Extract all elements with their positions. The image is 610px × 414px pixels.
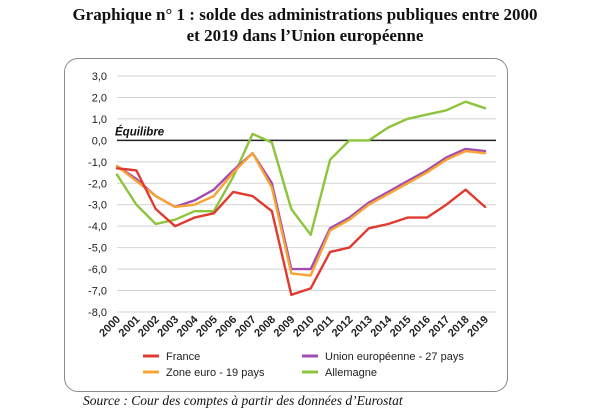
y-tick-label: 0,0 xyxy=(92,135,107,147)
series-line-1 xyxy=(115,147,487,271)
x-tick-label: 2017 xyxy=(427,314,453,340)
x-tick-label: 2006 xyxy=(214,314,240,340)
x-tick-label: 2019 xyxy=(465,314,491,340)
y-tick-label: -6,0 xyxy=(88,264,107,276)
series-lines xyxy=(115,100,487,296)
y-tick-label: -1,0 xyxy=(88,157,107,169)
balance-annotation: Équilibre xyxy=(115,125,165,138)
y-tick-label: -3,0 xyxy=(88,200,107,212)
y-tick-label: 1,0 xyxy=(92,114,107,126)
y-axis-ticks: 3,0 2,0 1,0 0,0 -1,0 -2,0 -3,0 -4,0 -5,0 -6,0 -7,0… xyxy=(88,71,107,319)
x-tick-label: 2010 xyxy=(291,314,317,340)
series-line-0 xyxy=(115,167,487,296)
y-tick-label: -5,0 xyxy=(88,243,107,255)
x-tick-label: 2007 xyxy=(233,314,259,340)
x-tick-label: 2003 xyxy=(155,314,181,340)
legend: France Union européenne - 27 pays Zone eur… xyxy=(143,351,464,379)
x-tick-label: 2005 xyxy=(194,314,220,340)
y-tick-label: -7,0 xyxy=(88,286,107,298)
legend-label-2: Zone euro - 19 pays xyxy=(166,367,265,379)
y-tick-label: -8,0 xyxy=(88,307,107,319)
chart-title-line-2: et 2019 dans l’Union européenne xyxy=(186,26,424,45)
x-tick-label: 2011 xyxy=(311,314,336,339)
x-tick-label: 2009 xyxy=(272,314,298,340)
x-tick-label: 2004 xyxy=(175,313,201,339)
x-tick-label: 2014 xyxy=(368,313,394,339)
balance-line: Équilibre xyxy=(115,125,496,142)
legend-label-3: Allemagne xyxy=(325,367,377,379)
source-note: Source : Cour des comptes à partir des d… xyxy=(83,393,403,408)
x-tick-label: 2018 xyxy=(446,314,472,340)
x-tick-label: 2012 xyxy=(330,314,356,340)
chart-title-line-1: Graphique n° 1 : solde des administratio… xyxy=(72,5,538,24)
legend-label-1: Union européenne - 27 pays xyxy=(325,351,464,363)
x-tick-label: 2016 xyxy=(407,314,433,340)
legend-label-0: France xyxy=(166,351,200,363)
chart-title: Graphique n° 1 : solde des administratio… xyxy=(0,4,610,46)
x-tick-label: 2013 xyxy=(349,314,375,340)
x-tick-label: 2015 xyxy=(388,314,414,340)
x-tick-label: 2002 xyxy=(136,314,162,340)
y-tick-label: -2,0 xyxy=(88,178,107,190)
series-line-2 xyxy=(115,149,487,277)
chart-frame xyxy=(64,58,508,392)
y-tick-label: 3,0 xyxy=(92,71,107,83)
x-axis-ticks: 2000200120022003200420052006200720082009… xyxy=(97,313,491,339)
x-tick-label: 2008 xyxy=(252,314,278,340)
y-tick-label: -4,0 xyxy=(88,221,107,233)
x-tick-label: 2001 xyxy=(117,314,143,340)
series-line-3 xyxy=(115,100,487,237)
y-tick-label: 2,0 xyxy=(92,92,107,104)
